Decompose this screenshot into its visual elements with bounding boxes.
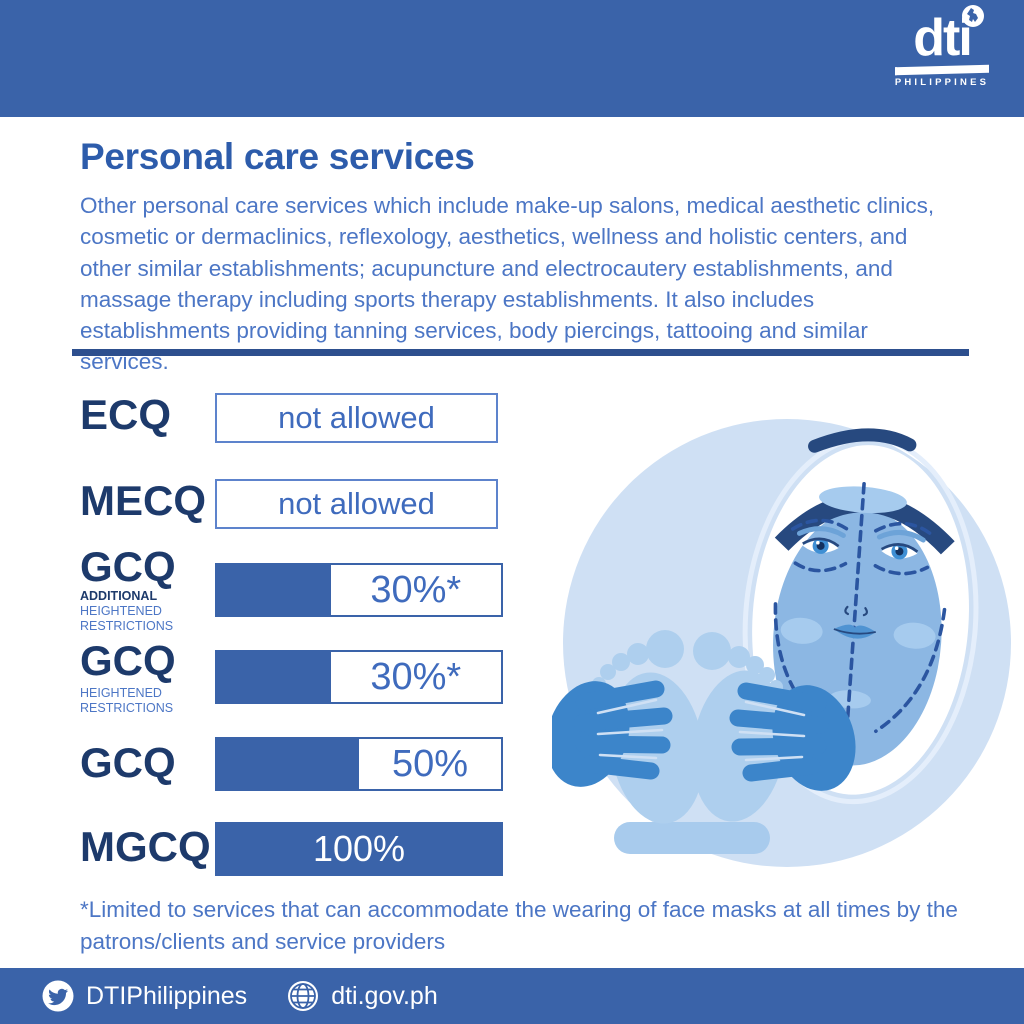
website-url[interactable]: dti.gov.ph bbox=[331, 981, 438, 1010]
capacity-value: 30%* bbox=[370, 568, 462, 611]
footnote: *Limited to services that can accommodat… bbox=[80, 897, 958, 954]
capacity-bar-mgcq: 100% bbox=[215, 822, 503, 876]
eyes bbox=[802, 537, 919, 560]
dti-logo-bar bbox=[895, 64, 989, 76]
footer-twitter[interactable]: DTIPhilippines bbox=[42, 980, 247, 1012]
capacity-bar-fill bbox=[217, 824, 501, 874]
sublabel-heightened: HEIGHTENED bbox=[80, 604, 162, 618]
capacity-bar-fill bbox=[217, 565, 331, 615]
not-allowed-box-ecq: not allowed bbox=[215, 393, 498, 443]
spa-illustration bbox=[546, 398, 1020, 876]
row-sublabel-gcq-hr: HEIGHTENED RESTRICTIONS bbox=[80, 686, 173, 716]
sublabel-restrictions: RESTRICTIONS bbox=[80, 619, 174, 633]
description: Other personal care services which inclu… bbox=[80, 193, 935, 375]
divider bbox=[72, 349, 969, 356]
page-title: Personal care services bbox=[80, 136, 475, 177]
header-band: dti PHILIPPINES bbox=[0, 0, 1024, 117]
not-allowed-box-mecq: not allowed bbox=[215, 479, 498, 529]
capacity-value: 50% bbox=[391, 742, 469, 785]
sublabel-restrictions: RESTRICTIONS bbox=[80, 701, 174, 715]
footer-website[interactable]: dti.gov.ph bbox=[287, 980, 438, 1012]
footer-band: DTIPhilippines dti.gov.ph bbox=[0, 968, 1024, 1024]
capacity-bar-fill bbox=[217, 739, 359, 789]
twitter-handle[interactable]: DTIPhilippines bbox=[86, 981, 248, 1010]
row-label-gcq-ahr: GCQ bbox=[80, 543, 176, 590]
left-hand bbox=[546, 680, 673, 787]
right-hand bbox=[729, 682, 856, 791]
dti-logo-philippines: PHILIPPINES bbox=[894, 77, 990, 88]
row-label-mecq: MECQ bbox=[80, 477, 206, 524]
dti-logo: dti PHILIPPINES bbox=[894, 5, 990, 88]
capacity-bar-gcq: 50% bbox=[215, 737, 503, 791]
capacity-value: 30%* bbox=[370, 655, 462, 698]
row-label-gcq: GCQ bbox=[80, 739, 176, 786]
capacity-bar-fill bbox=[217, 652, 331, 702]
row-sublabel-gcq-ahr: ADDITIONAL HEIGHTENED RESTRICTIONS bbox=[80, 589, 173, 634]
globe-icon bbox=[287, 980, 319, 1012]
not-allowed-text: not allowed bbox=[278, 486, 435, 521]
row-label-ecq: ECQ bbox=[80, 391, 172, 438]
capacity-bar-gcq-ahr: 30%* bbox=[215, 563, 503, 617]
sublabel-additional: ADDITIONAL bbox=[80, 589, 158, 603]
sublabel-heightened: HEIGHTENED bbox=[80, 686, 162, 700]
capacity-value: 100% bbox=[312, 828, 406, 869]
twitter-icon bbox=[42, 980, 74, 1012]
not-allowed-text: not allowed bbox=[278, 400, 435, 435]
capacity-bar-gcq-hr: 30%* bbox=[215, 650, 503, 704]
philippines-map-icon bbox=[961, 4, 985, 28]
row-label-mgcq: MGCQ bbox=[80, 823, 211, 870]
row-label-gcq-hr: GCQ bbox=[80, 637, 176, 684]
lips bbox=[833, 624, 876, 639]
massage-mat bbox=[614, 822, 770, 854]
masseuse-hands bbox=[546, 680, 856, 791]
